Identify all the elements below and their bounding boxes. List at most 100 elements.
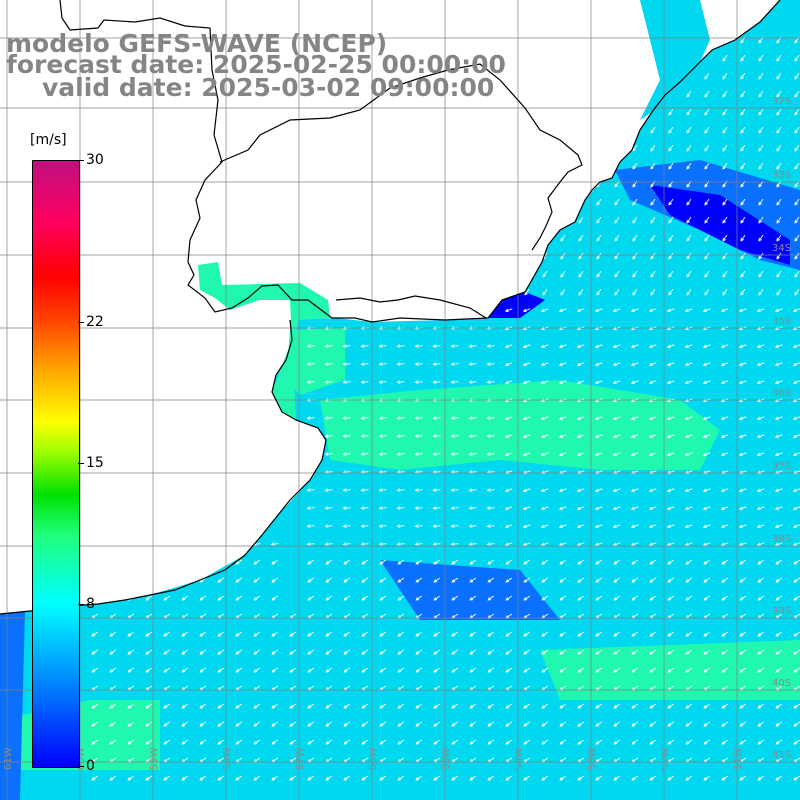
wind-arrow	[595, 559, 603, 565]
wind-arrow	[793, 577, 800, 583]
wind-arrow	[757, 649, 765, 655]
wind-arrow	[649, 649, 657, 655]
wind-arrow	[614, 252, 620, 260]
wind-arrow	[396, 344, 405, 348]
longitude-label: 53W	[587, 747, 598, 770]
wind-arrow	[649, 775, 657, 781]
wind-arrow	[631, 721, 639, 727]
wind-arrow	[685, 559, 693, 565]
wind-arrow	[738, 524, 747, 529]
wind-arrow	[612, 542, 621, 547]
wind-arrow	[487, 739, 495, 745]
wind-arrow	[739, 631, 747, 637]
longitude-label: 57W	[295, 747, 306, 770]
wind-arrow	[776, 54, 782, 62]
wind-arrow	[774, 506, 783, 511]
wind-arrow	[504, 308, 513, 313]
wind-arrow	[722, 108, 728, 116]
wind-arrow	[595, 721, 603, 727]
wind-arrow	[306, 344, 315, 348]
wind-arrow	[324, 416, 333, 420]
wind-arrow	[612, 524, 621, 529]
wind-arrow	[181, 667, 189, 673]
wind-arrow	[145, 721, 153, 727]
wind-arrow	[668, 162, 674, 170]
wind-arrow	[630, 488, 639, 493]
wind-arrow	[414, 416, 423, 420]
wind-arrow	[127, 649, 135, 655]
wind-arrow	[722, 216, 728, 224]
wind-arrow	[127, 667, 135, 673]
wind-arrow	[596, 270, 602, 278]
wind-arrow	[542, 270, 548, 278]
wind-arrow	[740, 54, 746, 62]
wind-arrow	[486, 524, 495, 528]
wind-arrow	[486, 344, 495, 348]
wind-arrow	[433, 703, 441, 709]
wind-arrow	[91, 703, 99, 709]
wind-arrow	[109, 631, 117, 637]
wind-arrow	[668, 288, 674, 296]
wind-arrow	[560, 252, 566, 260]
wind-arrow	[307, 649, 315, 655]
wind-arrow	[594, 434, 603, 439]
wind-arrow	[666, 344, 675, 349]
wind-arrow	[397, 559, 405, 565]
wind-arrow	[109, 595, 117, 601]
wind-arrow	[667, 775, 675, 781]
wind-arrow	[163, 703, 171, 709]
wind-arrow	[486, 434, 495, 438]
wind-arrow	[704, 288, 710, 296]
wind-arrow	[541, 559, 549, 565]
wind-arrow	[378, 344, 387, 348]
wind-arrow	[505, 703, 513, 709]
wind-arrow	[722, 162, 728, 170]
wind-arrow	[794, 126, 800, 134]
wind-arrow	[756, 506, 765, 511]
wind-arrow	[451, 631, 459, 637]
wind-arrow	[776, 90, 782, 98]
colorbar-tick-mark	[78, 321, 84, 323]
wind-arrow	[432, 542, 441, 546]
wind-arrow	[703, 595, 711, 601]
wind-arrow	[361, 721, 369, 727]
wind-arrow	[217, 577, 225, 583]
wind-arrow	[722, 54, 728, 62]
wind-arrow	[739, 577, 747, 583]
wind-arrow	[289, 631, 297, 637]
wind-arrow	[739, 559, 747, 565]
wind-arrow	[577, 649, 585, 655]
wind-arrow	[595, 775, 603, 781]
wind-arrow	[325, 631, 333, 637]
wind-arrow	[722, 144, 728, 152]
wind-arrow	[776, 288, 782, 296]
wind-arrow	[325, 559, 333, 565]
wind-arrow	[756, 380, 765, 385]
wind-arrow	[181, 577, 189, 583]
wind-arrow	[794, 270, 800, 278]
wind-arrow	[235, 721, 243, 727]
wind-arrow	[360, 542, 369, 546]
wind-arrow	[702, 308, 711, 313]
wind-arrow	[578, 216, 584, 224]
wind-arrow	[361, 775, 369, 781]
wind-arrow	[721, 595, 729, 601]
wind-arrow	[578, 270, 584, 278]
wind-arrow	[325, 703, 333, 709]
wind-arrow	[432, 362, 441, 366]
wind-arrow	[360, 524, 369, 528]
wind-arrow	[721, 577, 729, 583]
wind-arrow	[504, 344, 513, 349]
wind-arrow	[541, 649, 549, 655]
wind-arrow	[648, 488, 657, 493]
wind-arrow	[631, 739, 639, 745]
longitude-label: 58W	[222, 747, 233, 770]
wind-arrow	[775, 721, 783, 727]
wind-arrow	[668, 234, 674, 242]
wind-arrow	[630, 344, 639, 349]
wind-arrow	[666, 416, 675, 421]
wind-arrow	[91, 775, 99, 781]
wind-arrow	[289, 721, 297, 727]
